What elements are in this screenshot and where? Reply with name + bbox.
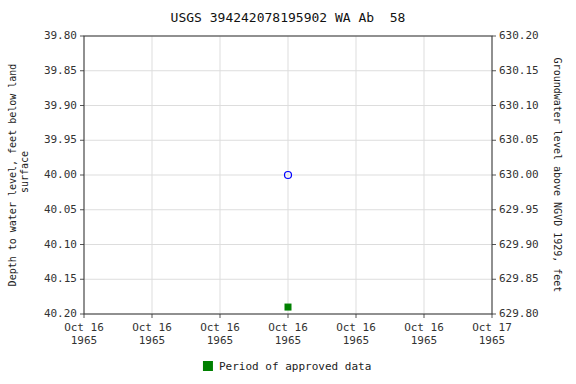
point xyxy=(285,172,292,179)
marks xyxy=(285,172,292,311)
text-line: 1965 xyxy=(275,334,302,347)
tick xyxy=(80,244,84,245)
tick-label: 40.20 xyxy=(44,307,77,320)
grid-line xyxy=(220,36,221,314)
tick xyxy=(288,314,289,318)
text-line: 1965 xyxy=(343,334,370,347)
tick-label: 39.90 xyxy=(44,99,77,112)
tick-label: 630.10 xyxy=(499,99,539,112)
tick xyxy=(492,209,496,210)
legend-label: Period of approved data xyxy=(219,360,371,373)
tick xyxy=(492,36,496,37)
grid-line xyxy=(424,36,425,314)
tick-label: 40.00 xyxy=(44,168,77,181)
tick-label: 629.85 xyxy=(499,272,539,285)
tick-label: 40.15 xyxy=(44,272,77,285)
legend-swatch xyxy=(203,361,213,371)
legend: Period of approved data xyxy=(203,360,371,373)
tick-label: 630.05 xyxy=(499,133,539,146)
tick xyxy=(492,314,496,315)
text-line: 1965 xyxy=(139,334,166,347)
tick xyxy=(492,244,496,245)
tick xyxy=(80,70,84,71)
tick-label: 39.80 xyxy=(44,29,77,42)
tick xyxy=(492,105,496,106)
tick xyxy=(80,105,84,106)
grid-line xyxy=(288,36,289,314)
tick-label: 629.80 xyxy=(499,307,539,320)
text-line: Depth to water level, feet below land xyxy=(7,64,18,287)
tick xyxy=(424,314,425,318)
text-line: 1965 xyxy=(411,334,438,347)
plot-frame xyxy=(84,36,492,314)
tick-label: Oct 161965 xyxy=(404,321,444,347)
tick xyxy=(80,314,84,315)
tick xyxy=(492,70,496,71)
chart: 39.80 39.85 39.90 39.95 40.00 40.05 40.10 40.15… xyxy=(0,0,576,384)
tick xyxy=(84,314,85,318)
text-line: Oct 16 xyxy=(64,321,104,334)
background xyxy=(0,0,576,384)
tick-label: 630.15 xyxy=(499,64,539,77)
text-line: Oct 16 xyxy=(132,321,172,334)
tick-label: 40.05 xyxy=(44,203,77,216)
tick-label: Oct 161965 xyxy=(64,321,104,347)
tick xyxy=(356,314,357,318)
tick-label: 630.00 xyxy=(499,168,539,181)
tick-label: 629.90 xyxy=(499,238,539,251)
x-axis: Oct 161965Oct 161965Oct 161965Oct 161965… xyxy=(64,314,512,347)
text-line: Oct 16 xyxy=(200,321,240,334)
tick-label: 629.95 xyxy=(499,203,539,216)
tick xyxy=(152,314,153,318)
tick-label: 39.85 xyxy=(44,64,77,77)
axis-label: Depth to water level, feet below land su… xyxy=(7,64,30,287)
tick-label: Oct 171965 xyxy=(472,321,512,347)
tick xyxy=(492,279,496,280)
text-line: 1965 xyxy=(71,334,98,347)
tick xyxy=(80,140,84,141)
tick-label: Oct 161965 xyxy=(336,321,376,347)
tick-label: 39.95 xyxy=(44,133,77,146)
y-axis: 39.80 39.85 39.90 39.95 40.00 40.05 40.10 40.15… xyxy=(44,29,84,320)
tick xyxy=(492,175,496,176)
tick xyxy=(80,175,84,176)
tick-label: Oct 161965 xyxy=(268,321,308,347)
text-line: Oct 16 xyxy=(404,321,444,334)
text-line: 1965 xyxy=(479,334,506,347)
text-line: Oct 16 xyxy=(268,321,308,334)
tick xyxy=(80,209,84,210)
y2-axis: 629.80 629.85 629.90 629.95 630.00 630.05 630.… xyxy=(492,29,539,320)
tick xyxy=(220,314,221,318)
tick-label: 630.20 xyxy=(499,29,539,42)
tick xyxy=(80,279,84,280)
grid-line xyxy=(152,36,153,314)
title: USGS 394242078195902 WA Ab 58 xyxy=(171,10,406,25)
tick-label: Oct 161965 xyxy=(132,321,172,347)
text-line: surface xyxy=(19,151,30,199)
tick xyxy=(492,314,493,318)
text-line: Oct 17 xyxy=(472,321,512,334)
grid-line xyxy=(356,36,357,314)
axis-label: Groundwater level above NGVD 1929, feet xyxy=(552,58,563,293)
point xyxy=(285,304,291,310)
tick xyxy=(492,140,496,141)
tick xyxy=(80,36,84,37)
tick-label: 40.10 xyxy=(44,238,77,251)
text-line: 1965 xyxy=(207,334,234,347)
grid xyxy=(84,36,492,314)
tick-label: Oct 161965 xyxy=(200,321,240,347)
text-line: Oct 16 xyxy=(336,321,376,334)
